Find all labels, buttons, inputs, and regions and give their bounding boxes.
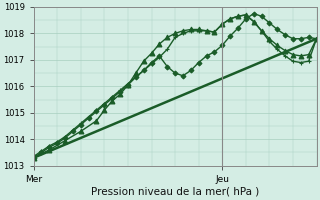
X-axis label: Pression niveau de la mer( hPa ): Pression niveau de la mer( hPa ) xyxy=(91,187,259,197)
